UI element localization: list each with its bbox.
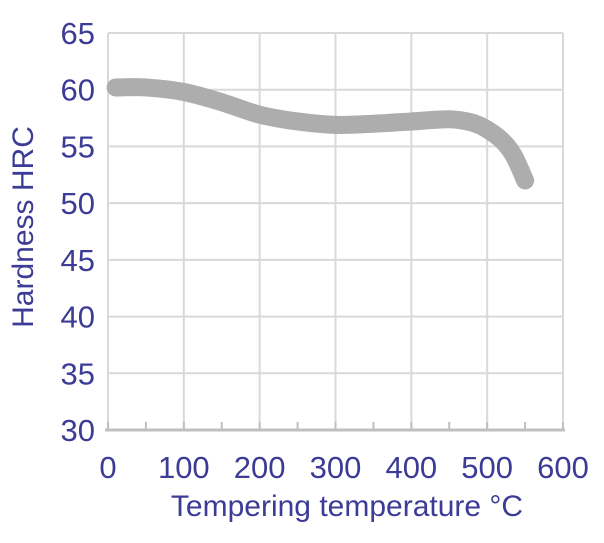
x-tick-label: 200 [234,450,286,485]
x-tick-label: 300 [310,450,362,485]
y-tick-label: 35 [61,356,95,391]
y-tick-label: 30 [61,413,95,448]
x-tick-label: 600 [537,450,589,485]
y-tick-label: 45 [61,243,95,278]
hardness-curve [106,78,535,190]
y-tick-label: 55 [61,129,95,164]
y-tick-label: 65 [61,16,95,51]
y-axis-title: Hardness HRC [7,126,40,328]
x-tick-label: 500 [461,450,513,485]
y-tick-label: 60 [61,73,95,108]
y-tick-label: 50 [61,186,95,221]
x-tick-label: 0 [99,450,116,485]
x-tick-label: 400 [385,450,437,485]
x-axis-title: Tempering temperature °C [170,490,524,523]
x-tick-label: 100 [158,450,210,485]
y-tick-label: 40 [61,300,95,335]
